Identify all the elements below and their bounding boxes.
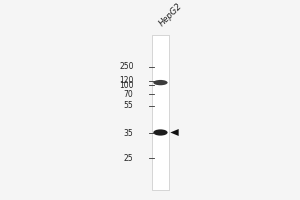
Ellipse shape	[153, 80, 168, 85]
Text: HepG2: HepG2	[157, 2, 184, 28]
Text: 25: 25	[124, 154, 134, 163]
Text: 55: 55	[124, 101, 134, 110]
Text: 250: 250	[119, 62, 134, 71]
Polygon shape	[170, 129, 179, 136]
Text: 70: 70	[124, 90, 134, 99]
Text: 35: 35	[124, 129, 134, 138]
Text: 100: 100	[119, 81, 134, 90]
Text: 120: 120	[119, 76, 134, 85]
Ellipse shape	[153, 129, 168, 136]
Bar	[152, 35, 169, 190]
